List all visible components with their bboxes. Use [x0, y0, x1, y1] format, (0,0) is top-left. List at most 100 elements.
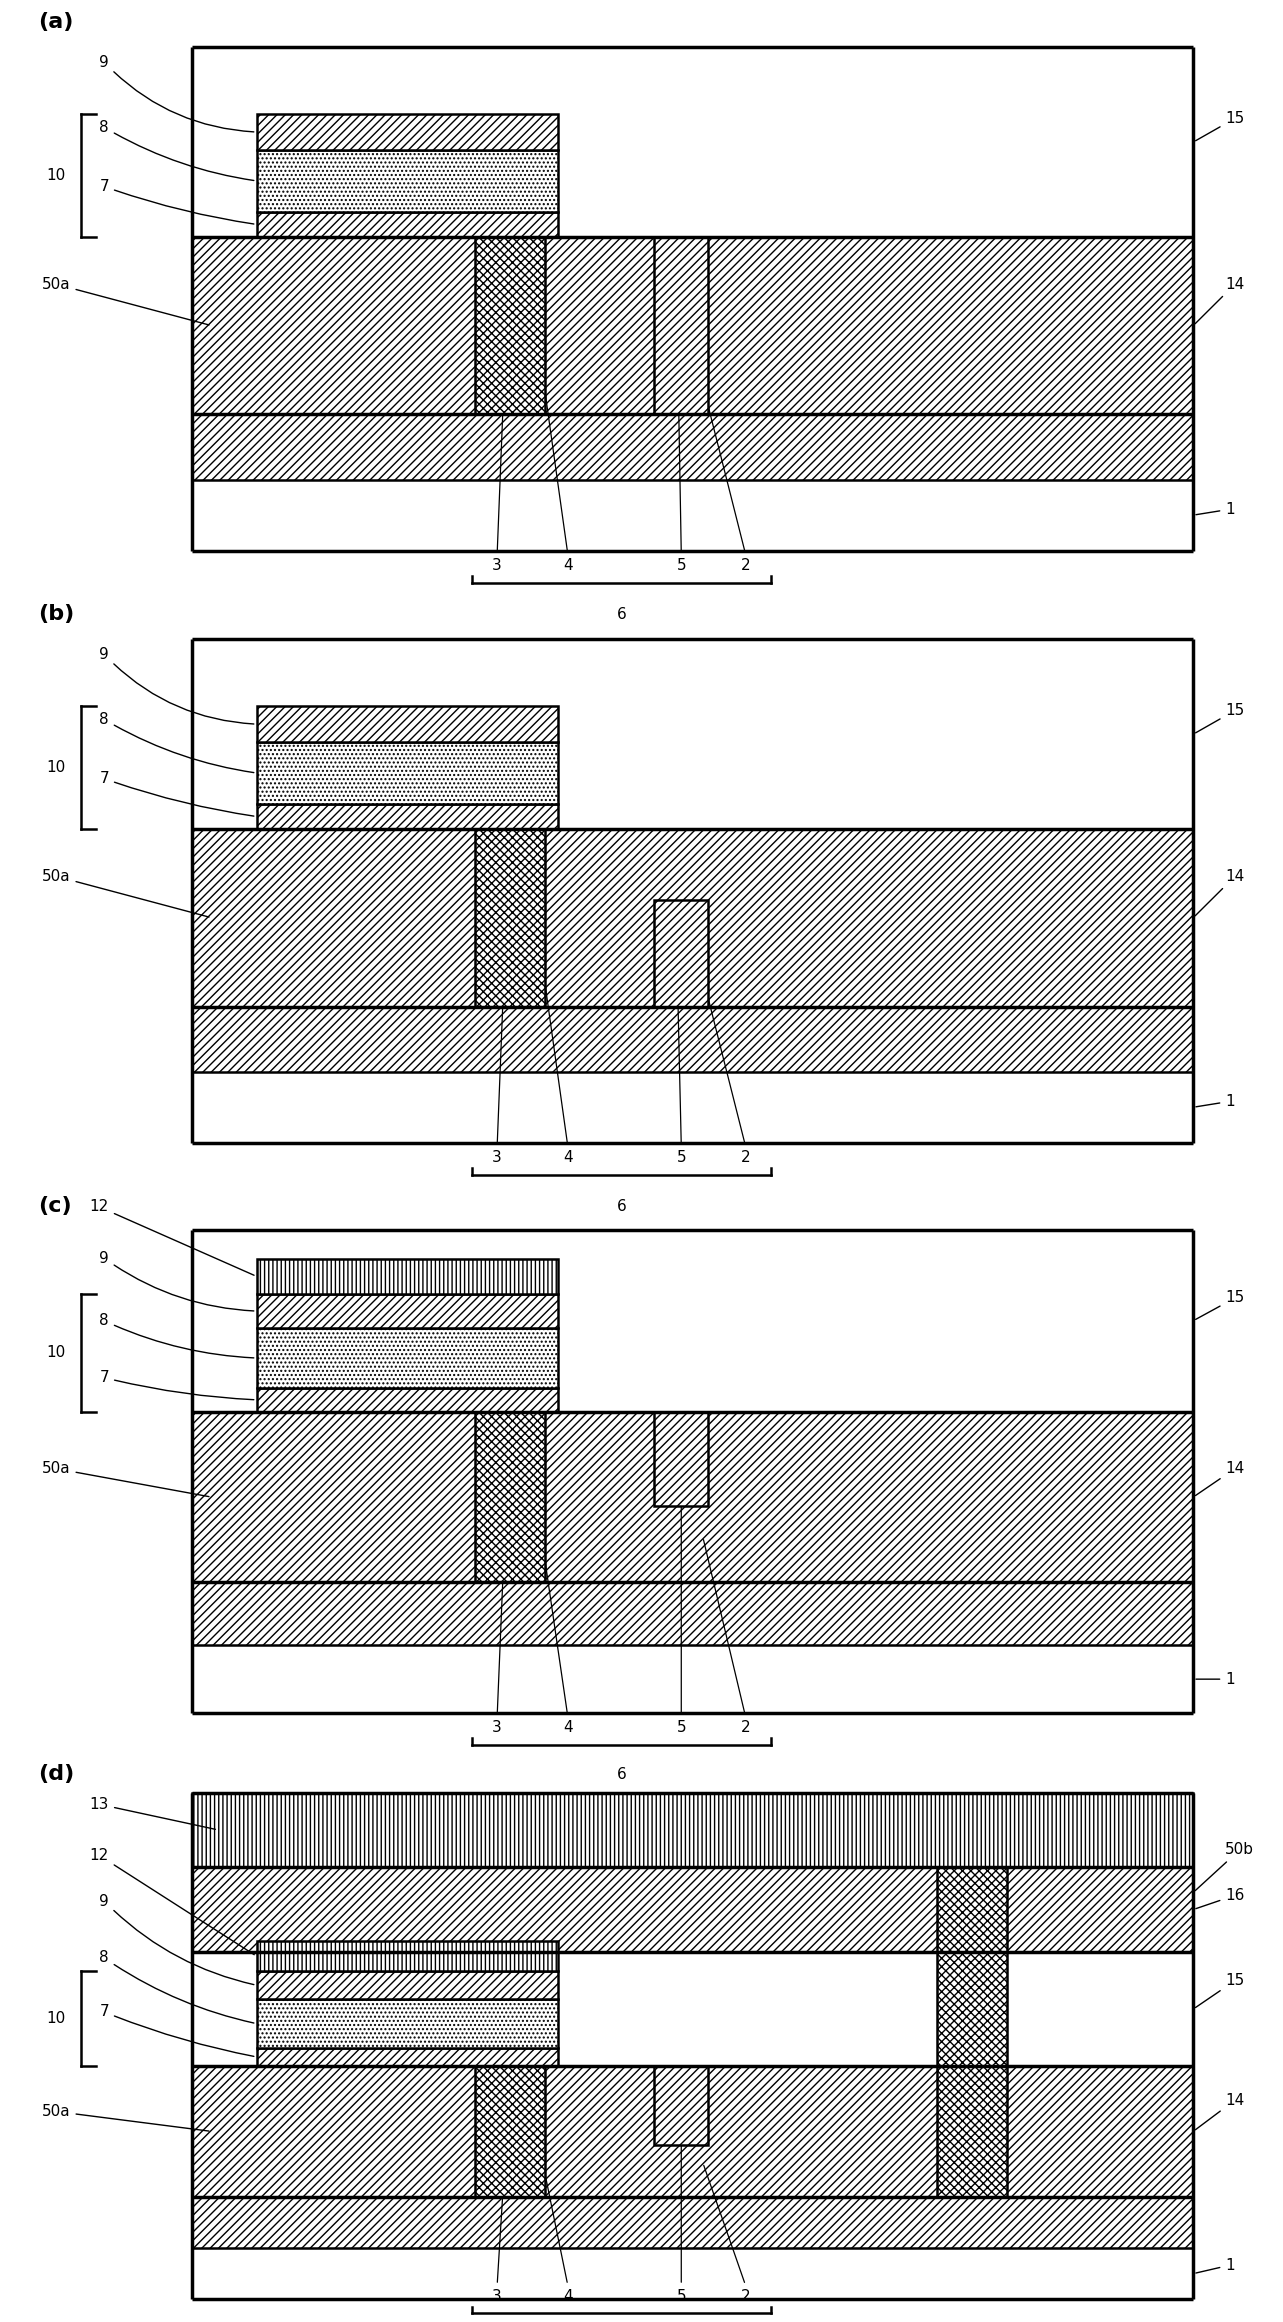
Bar	[257, 1293, 558, 1328]
Text: 4: 4	[563, 557, 572, 574]
Bar	[192, 413, 1193, 481]
Bar	[937, 1867, 1007, 2197]
Text: 7: 7	[99, 179, 254, 223]
Bar	[257, 1971, 558, 1999]
Bar	[192, 1584, 1193, 1644]
Text: 8: 8	[99, 1950, 254, 2022]
Bar	[257, 743, 558, 803]
Text: (d): (d)	[38, 1765, 74, 1786]
Text: 50a: 50a	[42, 1461, 209, 1498]
Text: 5: 5	[676, 1149, 686, 1166]
Bar	[257, 1941, 558, 1971]
Text: 2: 2	[740, 1721, 751, 1735]
Text: 16: 16	[1196, 1888, 1245, 1909]
Text: 4: 4	[563, 1721, 572, 1735]
Text: (b): (b)	[38, 604, 74, 625]
Text: 15: 15	[1196, 704, 1245, 734]
Text: 12: 12	[90, 1200, 254, 1275]
Bar	[192, 46, 1193, 237]
Bar	[475, 829, 545, 1008]
Text: 50a: 50a	[42, 868, 209, 917]
Text: 7: 7	[99, 2004, 254, 2057]
Bar	[654, 2067, 708, 2146]
Text: 2: 2	[740, 1149, 751, 1166]
Bar	[192, 829, 1193, 1008]
Bar	[192, 481, 1193, 550]
Text: 15: 15	[1196, 1291, 1245, 1319]
Bar	[192, 639, 1193, 829]
Bar	[257, 803, 558, 829]
Text: 3: 3	[493, 1721, 502, 1735]
Text: 6: 6	[616, 606, 626, 622]
Text: 10: 10	[46, 759, 65, 776]
Text: 14: 14	[1196, 2092, 1245, 2129]
Text: 4: 4	[563, 1149, 572, 1166]
Bar	[475, 2067, 545, 2197]
Bar	[192, 1008, 1193, 1073]
Bar	[192, 237, 1193, 413]
Bar	[654, 901, 708, 1008]
Text: 5: 5	[676, 2289, 686, 2303]
Text: 1: 1	[1196, 502, 1236, 518]
Bar	[257, 2048, 558, 2067]
Text: 9: 9	[99, 56, 254, 132]
Text: 3: 3	[493, 1149, 502, 1166]
Bar	[192, 1953, 1193, 2067]
Text: 9: 9	[99, 648, 254, 724]
Text: 50a: 50a	[42, 2104, 209, 2132]
Text: 10: 10	[46, 2011, 65, 2027]
Text: 15: 15	[1196, 111, 1245, 142]
Bar	[192, 2197, 1193, 2248]
Bar	[192, 1073, 1193, 1142]
Text: 14: 14	[1196, 868, 1245, 915]
Text: 12: 12	[90, 1848, 254, 1955]
Bar	[654, 237, 708, 413]
Text: 50b: 50b	[1196, 1841, 1255, 1890]
Bar	[192, 2067, 1193, 2197]
Text: 9: 9	[99, 1252, 254, 1312]
Bar	[257, 1259, 558, 1293]
Bar	[192, 2248, 1193, 2299]
Text: 6: 6	[616, 1198, 626, 1214]
Bar	[257, 211, 558, 237]
Text: 5: 5	[676, 557, 686, 574]
Bar	[192, 1644, 1193, 1714]
Bar	[192, 1793, 1193, 1867]
Text: 7: 7	[99, 1370, 254, 1400]
Text: 15: 15	[1196, 1974, 1245, 2009]
Bar	[475, 237, 545, 413]
Text: 4: 4	[563, 2289, 572, 2303]
Text: 9: 9	[99, 1892, 254, 1985]
Bar	[257, 1999, 558, 2048]
Text: 50a: 50a	[42, 276, 209, 325]
Text: 10: 10	[46, 167, 65, 183]
Text: 8: 8	[99, 121, 254, 181]
Text: 8: 8	[99, 713, 254, 773]
Text: 8: 8	[99, 1314, 254, 1358]
Text: 2: 2	[740, 2289, 751, 2303]
Text: 14: 14	[1196, 1461, 1245, 1495]
Text: 3: 3	[493, 557, 502, 574]
Text: 13: 13	[90, 1797, 216, 1830]
Text: 2: 2	[740, 557, 751, 574]
Text: 10: 10	[46, 1344, 65, 1361]
Bar	[192, 1412, 1193, 1584]
Bar	[257, 706, 558, 743]
Text: 7: 7	[99, 771, 254, 815]
Text: 1: 1	[1196, 2257, 1236, 2273]
Text: 14: 14	[1196, 276, 1245, 323]
Bar	[257, 1389, 558, 1412]
Bar	[257, 151, 558, 211]
Text: 5: 5	[676, 1721, 686, 1735]
Text: 1: 1	[1196, 1094, 1236, 1110]
Bar	[192, 1231, 1193, 1412]
Text: (c): (c)	[38, 1196, 72, 1217]
Bar	[257, 1328, 558, 1389]
Bar	[654, 1412, 708, 1505]
Text: 6: 6	[616, 1767, 626, 1783]
Bar	[257, 114, 558, 151]
Text: (a): (a)	[38, 12, 74, 33]
Bar	[475, 1412, 545, 1584]
Bar	[192, 1867, 1193, 1953]
Text: 1: 1	[1196, 1672, 1236, 1686]
